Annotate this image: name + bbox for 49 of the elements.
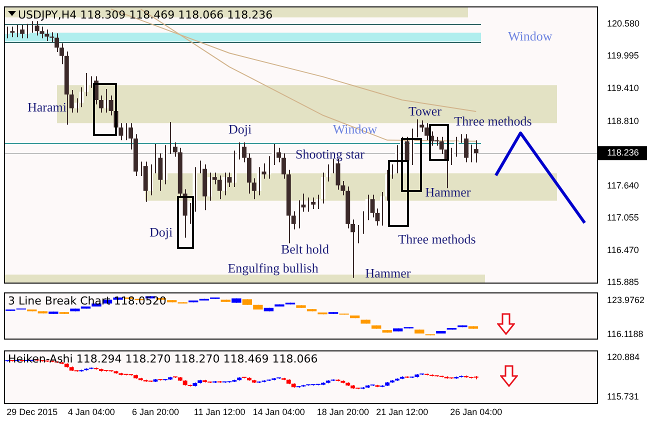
- candlestick: [436, 330, 446, 334]
- candlestick: [285, 302, 296, 305]
- chart-title: USDJPY,H4 118.309 118.469 118.066 118.236: [18, 8, 273, 22]
- annotation: Engulfing bullish: [228, 260, 319, 276]
- annotation: Three methods: [454, 113, 532, 128]
- annotation: Shooting star: [296, 146, 366, 162]
- ref-line-label: 118.236: [607, 148, 639, 158]
- x-tick-label: 18 Jan 20:00: [316, 406, 369, 417]
- annotation: Three methods: [398, 231, 476, 246]
- annotation: Doji: [149, 224, 173, 240]
- annotation: Doji: [228, 121, 252, 136]
- y-tick-label: 116.1188: [607, 328, 644, 339]
- y-tick-label: 119.995: [607, 50, 639, 61]
- candlestick: [59, 312, 70, 314]
- candlestick: [394, 378, 400, 382]
- annotation: Hammer: [425, 184, 472, 200]
- y-tick-label: 120.580: [607, 18, 640, 28]
- x-tick-label: 11 Jan 12:00: [194, 406, 246, 417]
- annotation: Belt hold: [280, 241, 330, 256]
- x-tick-label: 4 Jan 04:00: [68, 406, 115, 417]
- x-tick-label: 21 Jan 12:00: [376, 406, 428, 417]
- y-tick-label: 116.470: [607, 244, 639, 255]
- candlestick: [70, 308, 80, 312]
- annotation: Tower: [408, 103, 442, 118]
- annotation: Hammer: [365, 265, 412, 280]
- y-tick-label: 119.410: [607, 82, 639, 93]
- candlestick: [328, 312, 338, 314]
- candlestick: [188, 300, 198, 303]
- x-tick-label: 29 Dec 2015: [6, 406, 58, 417]
- x-tick-label: 6 Jan 20:00: [132, 406, 179, 417]
- x-tick-label: 14 Jan 04:00: [252, 406, 305, 417]
- y-tick-label: 120.884: [607, 352, 640, 362]
- candlestick: [48, 311, 58, 314]
- y-tick-label: 117.055: [607, 212, 639, 223]
- candlestick: [166, 300, 177, 303]
- candlestick: [296, 304, 306, 308]
- y-tick-label: 123.9762: [607, 295, 645, 306]
- x-tick-label: 26 Jan 04:00: [450, 406, 502, 417]
- y-tick-label: 118.810: [607, 116, 639, 126]
- band-label: Window: [508, 28, 553, 44]
- candlestick: [454, 376, 459, 380]
- y-tick-label: 115.885: [607, 277, 639, 288]
- candlestick: [468, 326, 478, 330]
- annotation: Harami: [28, 99, 67, 114]
- y-tick-label: 117.640: [607, 180, 639, 190]
- candlestick: [414, 329, 424, 334]
- candlestick: [38, 310, 48, 314]
- candlestick: [220, 299, 230, 302]
- y-tick-label: 115.731: [607, 392, 639, 402]
